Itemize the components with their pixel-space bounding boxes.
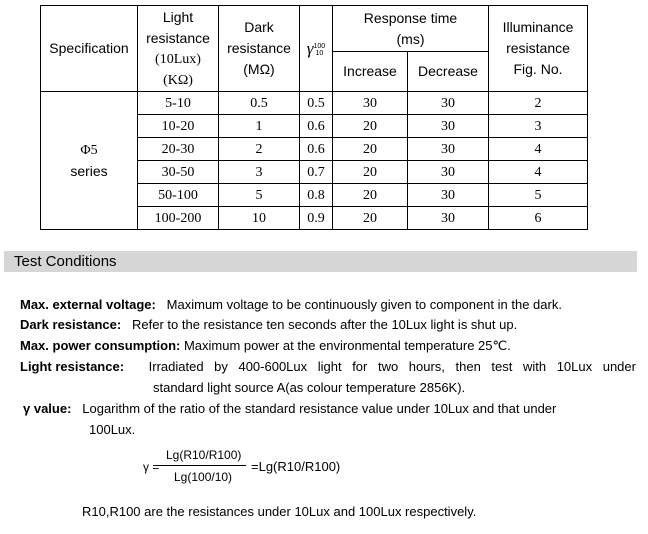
cell-decrease: 30 bbox=[407, 206, 489, 230]
condition-text: Refer to the resistance ten seconds afte… bbox=[132, 317, 518, 332]
cell-light: 100-200 bbox=[137, 206, 219, 230]
formula-rhs: =Lg(R10/R100) bbox=[251, 459, 341, 474]
formula-numerator: Lg(R10/R100) bbox=[166, 448, 242, 462]
cell-fig: 4 bbox=[488, 160, 588, 184]
condition-light-resistance: Light resistance: Irradiated by 400-600L… bbox=[20, 359, 636, 374]
cell-gamma: 0.7 bbox=[299, 160, 333, 184]
header-illuminance: Illuminance resistance Fig. No. bbox=[488, 5, 588, 92]
condition-light-resistance-line2: standard light source A(as colour temper… bbox=[153, 380, 466, 395]
group-label: Φ5 series bbox=[40, 91, 138, 230]
condition-text: Logarithm of the ratio of the standard r… bbox=[82, 401, 557, 416]
condition-label: Max. power consumption: bbox=[20, 338, 181, 353]
header-increase: Increase bbox=[332, 51, 408, 92]
cell-fig: 2 bbox=[488, 91, 588, 115]
cell-decrease: 30 bbox=[407, 91, 489, 115]
condition-text: Maximum voltage to be continuously given… bbox=[166, 297, 562, 312]
condition-label: Dark resistance: bbox=[20, 317, 122, 332]
header-gamma: γ100 10 bbox=[299, 5, 333, 92]
header-decrease: Decrease bbox=[407, 51, 489, 92]
cell-light: 30-50 bbox=[137, 160, 219, 184]
cell-fig: 3 bbox=[488, 114, 588, 138]
cell-decrease: 30 bbox=[407, 137, 489, 161]
cell-increase: 20 bbox=[332, 206, 408, 230]
cell-dark: 2 bbox=[218, 137, 300, 161]
cell-fig: 6 bbox=[488, 206, 588, 230]
cell-dark: 0.5 bbox=[218, 91, 300, 115]
condition-dark-resistance: Dark resistance: Refer to the resistance… bbox=[20, 316, 517, 334]
cell-gamma: 0.6 bbox=[299, 114, 333, 138]
cell-light: 20-30 bbox=[137, 137, 219, 161]
cell-fig: 4 bbox=[488, 137, 588, 161]
section-header-bar: Test Conditions bbox=[4, 251, 637, 272]
section-title: Test Conditions bbox=[14, 253, 117, 270]
cell-decrease: 30 bbox=[407, 114, 489, 138]
cell-increase: 20 bbox=[332, 137, 408, 161]
cell-gamma: 0.6 bbox=[299, 137, 333, 161]
specification-table: Specification Light resistance (10Lux) (… bbox=[40, 5, 588, 230]
cell-gamma: 0.8 bbox=[299, 183, 333, 207]
cell-gamma: 0.9 bbox=[299, 206, 333, 230]
condition-label: Light resistance: bbox=[20, 359, 125, 374]
footnote: R10,R100 are the resistances under 10Lux… bbox=[82, 504, 477, 519]
header-response-time: Response time (ms) bbox=[332, 5, 489, 52]
cell-decrease: 30 bbox=[407, 160, 489, 184]
cell-increase: 20 bbox=[332, 114, 408, 138]
cell-dark: 3 bbox=[218, 160, 300, 184]
formula-denominator: Lg(100/10) bbox=[174, 470, 233, 484]
formula-lhs: γ = bbox=[143, 460, 160, 474]
condition-label: γ value: bbox=[23, 401, 72, 416]
condition-max-voltage: Max. external voltage: Maximum voltage t… bbox=[20, 296, 562, 314]
cell-increase: 20 bbox=[332, 183, 408, 207]
cell-decrease: 30 bbox=[407, 183, 489, 207]
cell-increase: 20 bbox=[332, 160, 408, 184]
condition-gamma-value-line2: 100Lux. bbox=[89, 422, 136, 437]
cell-dark: 10 bbox=[218, 206, 300, 230]
header-dark-resistance: Dark resistance (MΩ) bbox=[218, 5, 300, 92]
fraction-bar bbox=[156, 465, 246, 466]
condition-max-power: Max. power consumption: Maximum power at… bbox=[20, 337, 511, 355]
cell-light: 50-100 bbox=[137, 183, 219, 207]
cell-dark: 1 bbox=[218, 114, 300, 138]
cell-light: 5-10 bbox=[137, 91, 219, 115]
condition-gamma-value: γ value: Logarithm of the ratio of the s… bbox=[23, 400, 556, 418]
condition-label: Max. external voltage: bbox=[20, 297, 156, 312]
cell-dark: 5 bbox=[218, 183, 300, 207]
cell-increase: 30 bbox=[332, 91, 408, 115]
cell-fig: 5 bbox=[488, 183, 588, 207]
condition-text: Maximum power at the environmental tempe… bbox=[183, 338, 511, 353]
header-specification: Specification bbox=[40, 5, 138, 92]
header-light-resistance: Light resistance (10Lux) (KΩ) bbox=[137, 5, 219, 92]
cell-gamma: 0.5 bbox=[299, 91, 333, 115]
cell-light: 10-20 bbox=[137, 114, 219, 138]
